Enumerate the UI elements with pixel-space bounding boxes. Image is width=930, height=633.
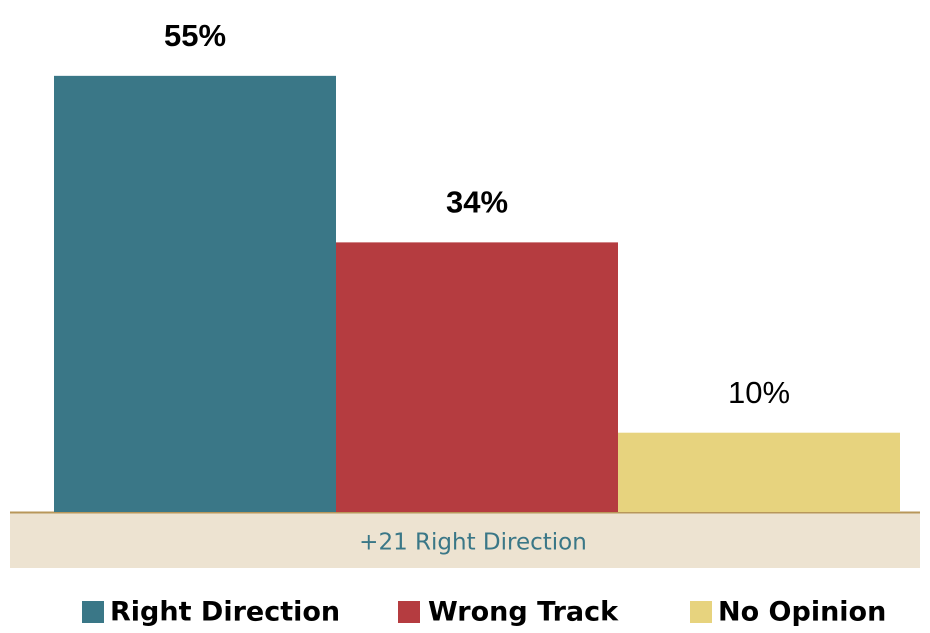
legend-swatch: [690, 601, 712, 623]
legend-label: No Opinion: [718, 597, 886, 628]
annotation-band: [10, 512, 920, 568]
legend-swatch: [82, 601, 104, 623]
value-label: 55%: [164, 18, 226, 53]
value-label: 10%: [728, 375, 790, 410]
bar: [336, 242, 618, 512]
legend-label: Wrong Track: [428, 597, 619, 628]
value-label: 34%: [446, 185, 508, 220]
legend-swatch: [398, 601, 420, 623]
bar: [54, 75, 336, 512]
annotation: +21 Right Direction: [359, 530, 587, 556]
bar: [618, 432, 900, 512]
legend-label: Right Direction: [110, 597, 340, 628]
